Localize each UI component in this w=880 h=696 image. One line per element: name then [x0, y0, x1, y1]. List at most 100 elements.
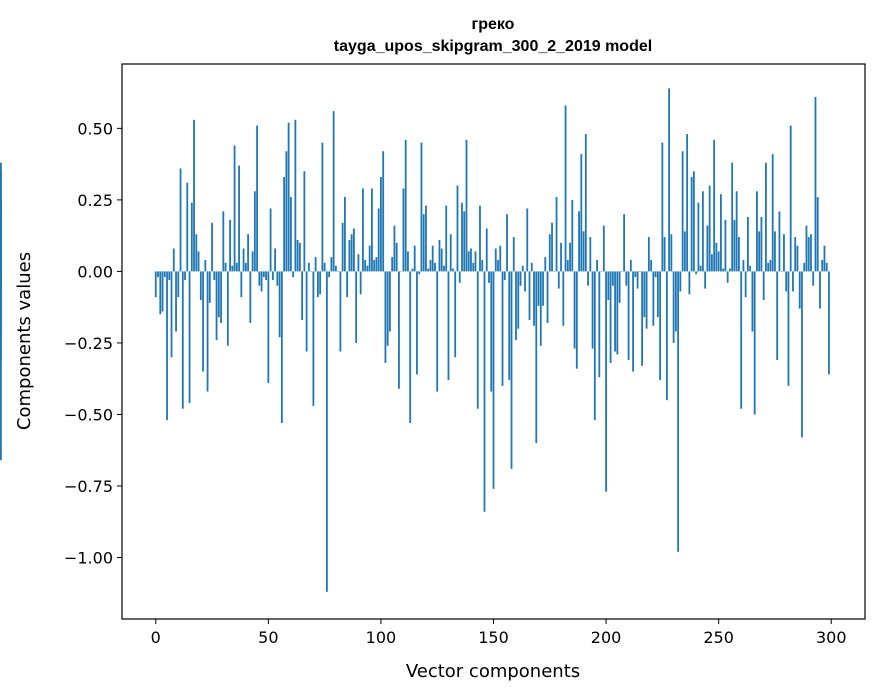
bar-42 [249, 271, 252, 323]
bar-64 [298, 242, 301, 272]
bar-283 [792, 271, 794, 292]
bar-288 [803, 262, 806, 272]
y-tick-label: −1.00 [64, 548, 113, 567]
bar-212 [632, 271, 634, 372]
bar-53 [274, 248, 276, 272]
bar-217 [643, 271, 646, 318]
bar-59 [287, 122, 290, 272]
chart-subtitle: tayga_upos_skipgram_300_2_2019 model [334, 38, 652, 55]
bar-83 [341, 222, 344, 272]
bar-166 [528, 271, 531, 321]
bar-94 [366, 265, 369, 272]
bar-66 [303, 171, 306, 272]
bar-208 [623, 214, 625, 272]
bar-145 [481, 259, 484, 272]
bar-23 [206, 271, 209, 392]
bar-235 [683, 231, 686, 272]
y-tick-label: 0.25 [77, 191, 113, 210]
bar-243 [701, 191, 704, 272]
bar-242 [699, 265, 702, 272]
bar-165 [526, 208, 529, 272]
bar-5 [166, 271, 168, 421]
bar-139 [467, 251, 470, 272]
bar-258 [735, 191, 738, 272]
bar-95 [368, 245, 371, 272]
bar-294 [816, 197, 819, 272]
bar-133 [454, 271, 457, 358]
bar-179 [557, 271, 560, 289]
bar-111 [404, 139, 407, 272]
bar-25 [211, 222, 213, 272]
bar-276 [776, 271, 779, 361]
bar-160 [515, 271, 517, 341]
bar-167 [530, 262, 533, 272]
bar-180 [560, 242, 562, 272]
bar-134 [456, 185, 459, 272]
bar-60 [289, 197, 292, 272]
bar-197 [598, 271, 601, 378]
bar-80 [334, 265, 337, 272]
bar-13 [184, 271, 186, 280]
bar-158 [510, 271, 513, 469]
bar-205 [616, 271, 619, 355]
bar-131 [449, 234, 452, 272]
bar-43 [251, 251, 254, 272]
bar-257 [733, 219, 736, 272]
bar-undefined [0, 214, 2, 272]
bar-183 [566, 259, 569, 272]
bar-168 [533, 271, 535, 326]
bar-277 [778, 211, 781, 272]
bar-202 [609, 271, 612, 363]
bar-57 [283, 177, 286, 272]
bar-175 [548, 234, 551, 272]
bar-33 [229, 219, 231, 272]
bar-72 [316, 271, 319, 298]
bar-209 [625, 271, 628, 286]
bar-3 [161, 271, 164, 312]
bar-156 [506, 214, 508, 272]
bar-121 [427, 268, 430, 272]
bar-46 [258, 271, 261, 286]
bar-106 [393, 225, 396, 272]
bar-124 [434, 262, 436, 272]
bar-34 [231, 265, 234, 272]
bar-138 [465, 139, 468, 272]
bar-161 [517, 271, 520, 329]
bar-297 [823, 245, 826, 272]
bar-206 [618, 271, 621, 303]
bar-91 [359, 271, 362, 295]
bar-273 [769, 259, 772, 272]
bar-102 [384, 271, 387, 363]
bar-62 [294, 119, 297, 272]
bar-14 [186, 182, 189, 272]
bar-126 [438, 239, 441, 272]
bar-136 [461, 202, 463, 272]
bar-239 [692, 171, 695, 272]
bar-73 [319, 271, 322, 295]
bar-4 [163, 271, 166, 278]
bar-290 [807, 237, 810, 272]
bar-260 [740, 271, 743, 409]
bar-251 [720, 194, 722, 272]
bar-141 [472, 262, 475, 272]
bar-86 [348, 239, 351, 272]
bar-193 [589, 237, 592, 272]
bar-103 [386, 271, 389, 346]
bar-199 [602, 225, 605, 272]
y-axis: 0.50 0.25 0.00 −0.25 −0.50 −0.75 −1.00 [64, 119, 122, 567]
bar-196 [596, 259, 598, 272]
bar-169 [535, 271, 538, 444]
bar-71 [314, 257, 317, 272]
bar-47 [260, 271, 263, 292]
bar-97 [373, 259, 376, 272]
bar-27 [215, 271, 218, 341]
bar-155 [503, 271, 506, 280]
bar-11 [179, 168, 182, 272]
bar-150 [492, 271, 495, 489]
bar-211 [629, 259, 632, 272]
bar-6 [168, 271, 171, 280]
bar-140 [470, 248, 472, 272]
bar-293 [814, 96, 817, 272]
